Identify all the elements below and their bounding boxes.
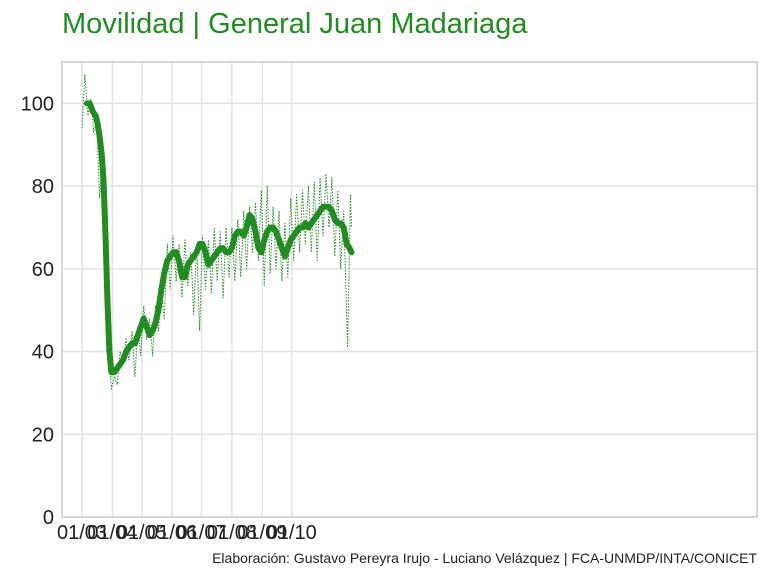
y-tick-label: 60 bbox=[32, 259, 54, 281]
x-tick-label: 01/07 bbox=[177, 522, 227, 544]
y-tick-label: 100 bbox=[21, 93, 54, 115]
x-tick-label: 01/05 bbox=[117, 522, 167, 544]
x-tick-label: 01/04 bbox=[87, 522, 137, 544]
plot-frame bbox=[61, 61, 758, 518]
chart-title: Movilidad | General Juan Madariaga bbox=[62, 8, 528, 40]
x-tick-label: 01/10 bbox=[267, 522, 317, 544]
y-tick-label: 40 bbox=[32, 342, 54, 364]
y-tick-label: 80 bbox=[32, 176, 54, 198]
x-tick-label: 01/06 bbox=[147, 522, 197, 544]
chart-caption: Elaboración: Gustavo Pereyra Irujo - Luc… bbox=[212, 550, 757, 566]
x-tick-label: 01/03 bbox=[57, 522, 107, 544]
axis-layer: 02040608010001/0301/0401/0501/0601/0701/… bbox=[21, 61, 758, 544]
smoothed-series-line bbox=[83, 100, 355, 376]
daily-series-line bbox=[81, 73, 352, 390]
series-layer bbox=[81, 73, 355, 390]
x-tick-label: 01/08 bbox=[207, 522, 257, 544]
y-tick-label: 0 bbox=[43, 507, 54, 529]
y-tick-label: 20 bbox=[32, 424, 54, 446]
x-tick-label: 01/09 bbox=[237, 522, 287, 544]
grid-layer bbox=[62, 62, 757, 517]
